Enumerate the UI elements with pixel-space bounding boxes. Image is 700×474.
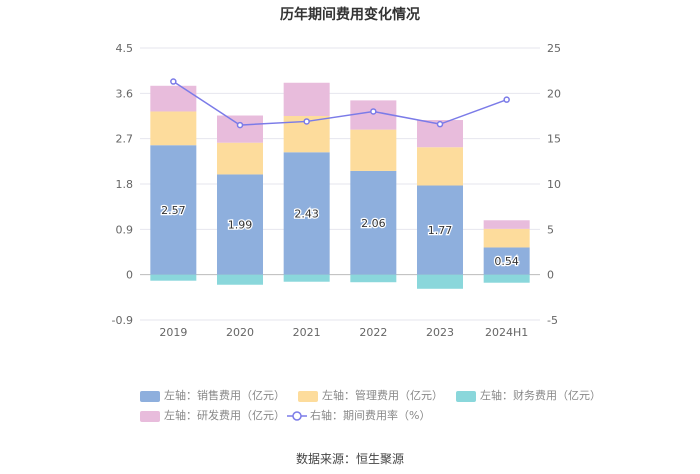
legend-label: 左轴：管理费用（亿元） (322, 389, 443, 402)
legend-line-swatch (287, 411, 307, 421)
legend-label: 左轴：财务费用（亿元） (480, 389, 601, 402)
x-axis-tick-label: 2021 (293, 326, 321, 339)
data-label: 1.99 (228, 219, 253, 232)
right-axis-tick-label: 5 (547, 223, 554, 236)
line-point (436, 120, 444, 128)
right-axis-tick-label: 20 (547, 87, 561, 100)
bar-segment (350, 274, 397, 283)
data-label: 1.77 (428, 224, 453, 237)
bar-segment (483, 220, 530, 229)
left-axis-tick-label: 3.6 (116, 87, 134, 100)
legend-swatch (140, 411, 160, 422)
bar-segment (283, 274, 330, 282)
source-note: 数据来源：恒生聚源 (295, 452, 404, 466)
line-point (236, 121, 244, 129)
bar-segment (283, 152, 330, 275)
x-axis-tick-label: 2023 (426, 326, 454, 339)
expense-ratio-line (172, 80, 507, 126)
legend-label: 左轴：研发费用（亿元） (164, 409, 285, 422)
bar-segment (417, 185, 463, 275)
bar-segment (217, 274, 263, 285)
bar-segment (350, 129, 397, 171)
left-axis-tick-label: 4.5 (116, 42, 134, 55)
left-axis-tick-label: 0 (126, 269, 133, 282)
chart-plot: 4.5 25 3.6 20 2.7 15 1.8 10 0.9 5 0 0 -0.9 -5 2019 2020… (112, 42, 561, 339)
bar-segment (483, 247, 530, 275)
x-axis-tick-label: 2019 (159, 326, 187, 339)
chart-title: 历年期间费用变化情况 (280, 7, 420, 23)
data-label: 2.06 (361, 217, 386, 230)
right-axis-tick-label: 15 (547, 133, 561, 146)
x-axis-tick-label: 2020 (226, 326, 254, 339)
legend-swatch (140, 391, 160, 402)
right-axis-tick-label: 10 (547, 178, 561, 191)
left-axis-tick-label: 1.8 (116, 178, 134, 191)
bar-segment (350, 170, 397, 275)
left-axis-tick-label: 2.7 (116, 133, 134, 146)
data-label: 2.57 (161, 204, 186, 217)
right-axis-tick-label: 25 (547, 42, 561, 55)
bar-segment (483, 228, 530, 248)
bar-segment (150, 85, 197, 112)
right-axis-tick-label: -5 (547, 314, 558, 327)
data-label: 0.54 (494, 255, 519, 268)
legend-swatch (456, 391, 476, 402)
bar-segment (283, 82, 330, 116)
bar-segment (150, 274, 197, 281)
bar-segment (150, 145, 197, 275)
legend-swatch (298, 391, 318, 402)
legend-label: 左轴：销售费用（亿元） (164, 389, 285, 402)
data-label: 2.43 (294, 207, 319, 220)
line-point (170, 78, 177, 85)
right-axis-tick-label: 0 (547, 269, 554, 282)
bar-segment (217, 174, 263, 275)
legend-label: 右轴：期间费用率（%） (310, 409, 431, 422)
line-point (303, 118, 310, 125)
x-axis-tick-label: 2024H1 (485, 326, 528, 339)
line-point (370, 108, 377, 115)
left-axis-tick-label: -0.9 (112, 314, 133, 327)
bar-segment (417, 274, 463, 289)
bar-segment (417, 147, 463, 186)
line-point (503, 96, 510, 103)
bar-segment (217, 142, 263, 175)
left-axis-tick-label: 0.9 (116, 223, 134, 236)
x-axis-tick-label: 2022 (359, 326, 387, 339)
bar-segment (150, 111, 197, 146)
bar-segment (483, 274, 530, 283)
bar-segment (217, 115, 263, 143)
